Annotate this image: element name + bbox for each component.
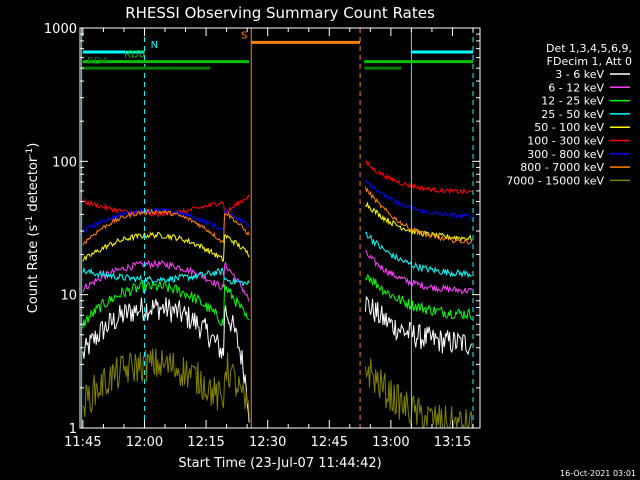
footer-timestamp: 16-Oct-2021 03:01 [560,469,636,478]
y-axis-label-end: ) [26,143,41,148]
y-axis-label-sup1: -1 [25,216,35,225]
legend-label-4: 25 - 50 keV [541,108,604,121]
x-tick-label-4: 12:30 [249,435,286,450]
x-tick-label-7: 13:15 [434,435,471,450]
flag-label-rd0: RD0 [124,50,145,61]
legend-label-5: 50 - 100 keV [534,121,604,134]
series-line-6-segment-2 [365,160,473,196]
legend-label-2: 6 - 12 keV [548,81,604,94]
series-line-1-segment-2 [364,296,473,356]
legend-label-6: 100 - 300 keV [527,135,604,148]
series-line-4-segment-2 [365,231,473,279]
series-line-8-segment-2 [364,186,473,245]
legend-header-line-1: Det 1,3,4,5,6,9, [546,42,632,55]
y-tick-label-2: 10 [60,289,77,304]
y-axis-label-main: Count Rate (s [26,225,41,314]
legend-label-3: 12 - 25 keV [541,95,604,108]
y-tick-label-4: 1000 [44,22,77,37]
x-tick-label-1: 11:45 [64,435,101,450]
plot-area: N S RD0 RD4 1 10 100 1000 11:45 12:00 12:15 12:30 12… [44,22,481,450]
x-axis-label: Start Time (23-Jul-07 11:44:42) [178,456,381,471]
legend-header-line-2: FDecim 1, Att 0 [547,55,632,68]
series-line-9-segment-2 [364,358,473,430]
x-tick-label-2: 12:00 [126,435,163,450]
series-line-3-segment-2 [365,274,473,321]
x-tick-label-6: 13:00 [372,435,409,450]
y-axis-label-mid: detector [26,156,41,216]
series-line-8-segment-1 [82,208,250,246]
y-axis-label-sup2: -1 [25,148,35,157]
flag-label-rd4: RD4 [87,56,108,67]
series-line-1-segment-1 [82,297,250,423]
legend-label-1: 3 - 6 keV [555,68,604,81]
x-tick-label-5: 12:45 [311,435,348,450]
flag-label-n: N [151,40,158,51]
y-axis-label: Count Rate (s-1 detector-1) [25,143,41,314]
y-tick-label-3: 100 [52,155,77,170]
series-line-3-segment-1 [82,279,250,329]
series-line-4-segment-1 [82,266,250,287]
x-tick-label-3: 12:15 [187,435,224,450]
chart-title: RHESSI Observing Summary Count Rates [125,4,435,22]
series-line-9-segment-1 [82,348,250,418]
series-line-2-segment-2 [365,250,473,295]
flag-label-s: S [241,30,247,41]
plot-frame [79,27,481,429]
legend-label-7: 300 - 800 keV [527,148,604,161]
legend-label-9: 7000 - 15000 keV [506,174,604,187]
y-tick-label-1: 1 [69,422,77,437]
series-line-7-segment-2 [364,180,473,220]
legend: Det 1,3,4,5,6,9,FDecim 1, Att 03 - 6 keV… [506,42,632,187]
series-line-5-segment-1 [82,231,250,262]
legend-label-8: 800 - 7000 keV [520,161,604,174]
series-line-5-segment-2 [365,201,473,242]
